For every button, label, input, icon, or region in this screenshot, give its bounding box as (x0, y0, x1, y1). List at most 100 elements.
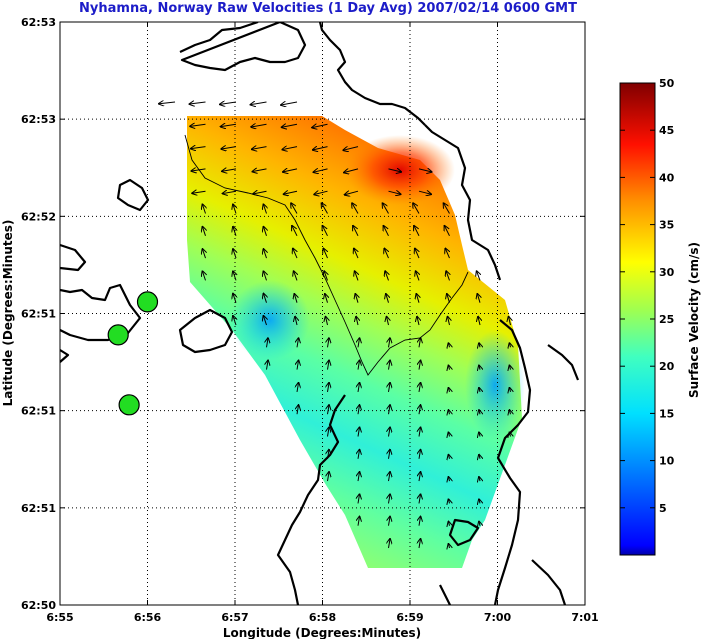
velocity-vector (389, 428, 391, 437)
colorbar-ticks: 5 10 15 20 25 30 35 40 45 50 (620, 77, 675, 515)
velocity-vector (233, 294, 236, 303)
velocity-vector (264, 294, 267, 303)
coastline-northeast (318, 22, 426, 126)
velocity-vector (358, 428, 360, 437)
colorbar-tick-label: 45 (659, 124, 674, 137)
coastline-south-west (276, 394, 346, 605)
velocity-vectors (159, 102, 510, 548)
velocity-vector (415, 249, 419, 259)
velocity-vector (312, 124, 328, 127)
velocity-vector (389, 517, 391, 526)
colorbar-tick-label: 5 (659, 502, 667, 515)
colorbar-tick-label: 40 (659, 171, 675, 184)
velocity-vector (282, 147, 298, 150)
velocity-vector (343, 147, 359, 151)
velocity-vector (267, 338, 269, 348)
velocity-vector (388, 191, 401, 194)
velocity-vector (510, 366, 511, 370)
velocity-vector (297, 405, 299, 415)
chart-title: Nyhamna, Norway Raw Velocities (1 Day Av… (79, 1, 577, 16)
velocity-vector (389, 338, 391, 348)
colorbar-label: Surface Velocity (cm/s) (687, 242, 701, 398)
velocity-vector (251, 102, 267, 105)
velocity-vector (479, 366, 480, 370)
velocity-vector (192, 169, 206, 171)
velocity-vector (297, 338, 299, 348)
velocity-vector (358, 517, 360, 526)
colorbar-tick-label: 10 (659, 455, 675, 468)
velocity-vector (222, 169, 237, 171)
velocity-vector (251, 124, 267, 127)
velocity-vector (477, 294, 480, 303)
velocity-minimum-area-east (465, 330, 525, 440)
velocity-vector (479, 522, 480, 526)
velocity-vector (479, 477, 480, 481)
velocity-vector (385, 271, 388, 281)
coastline-north (179, 22, 307, 72)
contour-line (184, 134, 469, 376)
velocity-vector (417, 317, 419, 326)
velocity-vector (352, 203, 359, 214)
velocity-vector (203, 249, 206, 259)
velocity-vector (292, 226, 298, 237)
velocity-vector (283, 169, 298, 172)
velocity-vector (223, 191, 237, 193)
velocity-vector (159, 102, 176, 104)
velocity-vector (449, 366, 450, 370)
x-tick-label: 6:58 (309, 611, 336, 624)
velocity-vector (445, 249, 449, 259)
velocity-vector (358, 405, 360, 415)
x-tick-label: 6:56 (134, 611, 162, 624)
velocity-vector (281, 102, 298, 105)
velocity-vector (389, 361, 391, 370)
velocity-vector (479, 499, 480, 503)
velocity-vector (358, 361, 360, 370)
velocity-vector (323, 249, 327, 259)
colorbar-tick-label: 25 (659, 313, 674, 326)
coastline (60, 22, 580, 605)
velocity-vector (291, 203, 298, 214)
velocity-vector (358, 383, 360, 392)
velocity-vector (446, 271, 449, 281)
velocity-vector (356, 317, 358, 326)
velocity-vector (383, 203, 389, 214)
velocity-vector (389, 494, 391, 504)
velocity-vector (445, 226, 450, 237)
velocity-vector (510, 410, 511, 414)
velocity-vector (233, 316, 236, 326)
velocity-vector (358, 494, 360, 504)
velocity-vector (344, 169, 359, 173)
velocity-vector (389, 450, 391, 459)
velocity-vector (416, 271, 419, 281)
velocity-vector (267, 361, 269, 370)
y-axis-label: Latitude (Degrees:Minutes) (1, 220, 15, 407)
velocity-vector (313, 147, 328, 150)
velocity-vector (389, 383, 391, 392)
velocity-vector (328, 383, 330, 392)
velocity-vector (418, 191, 431, 194)
velocity-vector (419, 361, 421, 370)
velocity-vector (328, 450, 330, 459)
velocity-vector (295, 317, 297, 326)
velocity-vector (449, 477, 450, 481)
velocity-vector (448, 317, 450, 326)
colorbar-tick-label: 50 (659, 77, 675, 90)
velocity-vector (449, 544, 450, 548)
velocity-vector (416, 294, 419, 303)
colorbar-tick-label: 20 (659, 360, 675, 373)
velocity-vector (294, 294, 297, 303)
velocity-vector (314, 169, 328, 172)
velocity-vector (479, 343, 480, 347)
velocity-minimum-area-west (230, 280, 310, 360)
y-tick-label: 62:51 (21, 405, 56, 418)
velocity-vector (264, 249, 267, 259)
velocity-vector (509, 317, 511, 326)
velocity-vector (353, 226, 359, 237)
velocity-vector (297, 383, 299, 392)
colorbar-scale (619, 82, 656, 556)
radar-station-marker (136, 291, 159, 313)
velocity-vector (203, 205, 206, 214)
velocity-vector (221, 147, 237, 149)
velocity-vector (384, 226, 389, 237)
